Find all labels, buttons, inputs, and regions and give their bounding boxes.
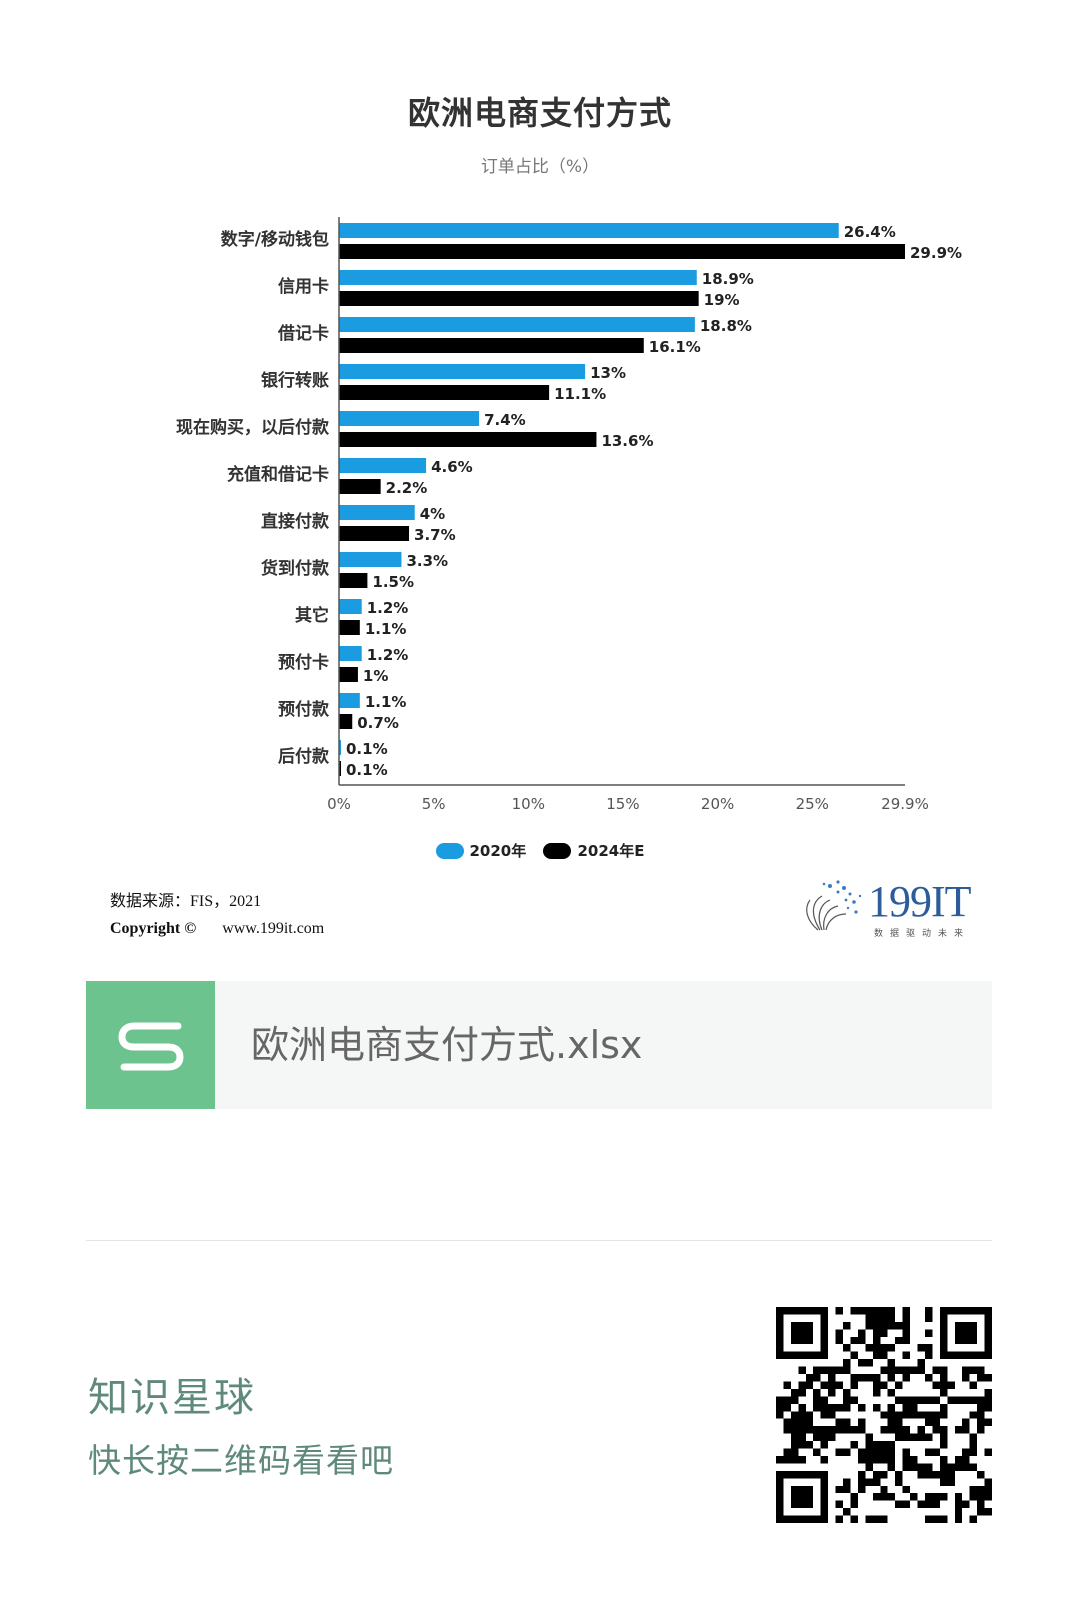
data-label: 3.3% xyxy=(406,552,448,570)
legend-item-2024e: 2024年E xyxy=(543,840,644,861)
bar-2020 xyxy=(339,223,839,238)
data-label: 11.1% xyxy=(554,385,606,403)
s-glyph-icon xyxy=(118,1022,183,1071)
bar-2024e xyxy=(339,385,550,400)
data-label: 26.4% xyxy=(844,223,896,241)
legend-swatch-2020 xyxy=(435,842,464,859)
qr-finder-pattern xyxy=(776,1307,829,1360)
data-label: 4.6% xyxy=(431,458,473,476)
bar-2020 xyxy=(339,505,415,520)
x-tick-label: 5% xyxy=(422,795,446,813)
footer-title: 知识星球 xyxy=(88,1375,256,1421)
bar-2024e xyxy=(339,526,410,541)
brand-name: 199IT xyxy=(868,877,972,926)
bar-2024e xyxy=(339,620,360,635)
category-label: 信用卡 xyxy=(278,276,329,297)
legend-item-2020: 2020年 xyxy=(435,840,527,861)
qr-code-icon[interactable] xyxy=(776,1307,992,1523)
bar-2020 xyxy=(339,740,341,755)
spreadsheet-s-icon xyxy=(86,981,215,1109)
chart-title: 欧洲电商支付方式 xyxy=(407,94,672,132)
data-label: 7.4% xyxy=(484,411,526,429)
bar-2020 xyxy=(339,364,586,379)
data-label: 18.8% xyxy=(700,317,752,335)
data-label: 19% xyxy=(704,291,740,309)
category-label: 充值和借记卡 xyxy=(227,464,329,485)
category-label: 其它 xyxy=(295,605,329,626)
bar-chart: 数字/移动钱包 26.4% 29.9% 信用卡 18.9% 19% 借记卡 18.8% 16.1… xyxy=(176,217,962,813)
bar-2020 xyxy=(339,458,427,473)
bar-2020 xyxy=(339,317,695,332)
qr-finder-pattern xyxy=(776,1470,829,1523)
x-tick-label: 10% xyxy=(512,795,545,813)
x-tick-label: 15% xyxy=(606,795,639,813)
category-label: 预付卡 xyxy=(278,652,329,673)
category-label: 银行转账 xyxy=(261,370,329,391)
brand-logo: 199IT 数据驱动未来 xyxy=(800,877,980,948)
bar-2024e xyxy=(339,761,341,776)
data-label: 2.2% xyxy=(386,479,428,497)
data-label: 1.1% xyxy=(365,693,407,711)
x-tick-label: 0% xyxy=(327,795,351,813)
bar-2024e xyxy=(339,244,905,259)
bar-2020 xyxy=(339,599,362,614)
legend-swatch-2024e xyxy=(543,842,572,859)
data-label: 3.7% xyxy=(414,526,456,544)
data-label: 18.9% xyxy=(702,270,754,288)
category-label: 后付款 xyxy=(278,746,330,767)
data-label: 29.9% xyxy=(910,244,962,262)
category-label: 现在购买，以后付款 xyxy=(176,417,330,438)
footer-subtitle: 快长按二维码看看吧 xyxy=(88,1441,394,1480)
x-tick-label: 20% xyxy=(701,795,734,813)
brand-tagline: 数据驱动未来 xyxy=(874,929,971,939)
brand-dandelion-icon xyxy=(806,880,862,931)
data-label: 13% xyxy=(590,364,626,382)
chart-legend: 2020年 2024年E xyxy=(0,840,1080,863)
data-label: 0.7% xyxy=(357,714,399,732)
legend-label-2020: 2020年 xyxy=(469,842,527,860)
bar-2020 xyxy=(339,411,480,426)
category-label: 数字/移动钱包 xyxy=(221,229,329,250)
bar-2020 xyxy=(339,693,360,708)
chart-subtitle: 订单占比（%） xyxy=(480,157,600,177)
category-label: 借记卡 xyxy=(277,323,329,344)
qr-modules xyxy=(776,1307,992,1523)
legend-label-2024e: 2024年E xyxy=(577,842,645,860)
bar-2024e xyxy=(339,432,597,447)
qr-finder-pattern xyxy=(939,1307,992,1360)
source-site: www.199it.com xyxy=(222,920,325,937)
bar-2024e xyxy=(339,714,353,729)
data-label: 1.2% xyxy=(367,646,409,664)
divider xyxy=(86,1240,992,1241)
category-label: 货到付款 xyxy=(261,558,330,579)
x-tick-label: 25% xyxy=(796,795,829,813)
data-label: 1.2% xyxy=(367,599,409,617)
data-label: 0.1% xyxy=(346,740,388,758)
data-label: 0.1% xyxy=(346,761,388,779)
data-label: 13.6% xyxy=(601,432,653,450)
x-tick-label: 29.9% xyxy=(881,795,929,813)
bar-2020 xyxy=(339,270,697,285)
data-label: 1.1% xyxy=(365,620,407,638)
source-label: 数据来源：FIS，2021 xyxy=(110,893,262,910)
bar-2024e xyxy=(339,338,644,353)
copyright-line: Copyright © www.199it.com xyxy=(110,915,324,942)
bar-2024e xyxy=(339,291,699,306)
data-label: 16.1% xyxy=(649,338,701,356)
bar-2024e xyxy=(339,573,368,588)
bar-2020 xyxy=(339,552,402,567)
source-block: 数据来源：FIS，2021 Copyright © www.199it.com xyxy=(110,888,324,942)
bar-2024e xyxy=(339,479,381,494)
bar-2024e xyxy=(339,667,358,682)
file-name: 欧洲电商支付方式.xlsx xyxy=(251,1023,643,1067)
bar-2020 xyxy=(339,646,362,661)
category-label: 直接付款 xyxy=(261,511,330,532)
copyright-text: Copyright © xyxy=(110,920,197,937)
category-label: 预付款 xyxy=(278,699,330,720)
data-label: 4% xyxy=(420,505,445,523)
file-attachment-card[interactable]: 欧洲电商支付方式.xlsx xyxy=(86,981,992,1109)
data-label: 1.5% xyxy=(372,573,414,591)
data-label: 1% xyxy=(363,667,388,685)
